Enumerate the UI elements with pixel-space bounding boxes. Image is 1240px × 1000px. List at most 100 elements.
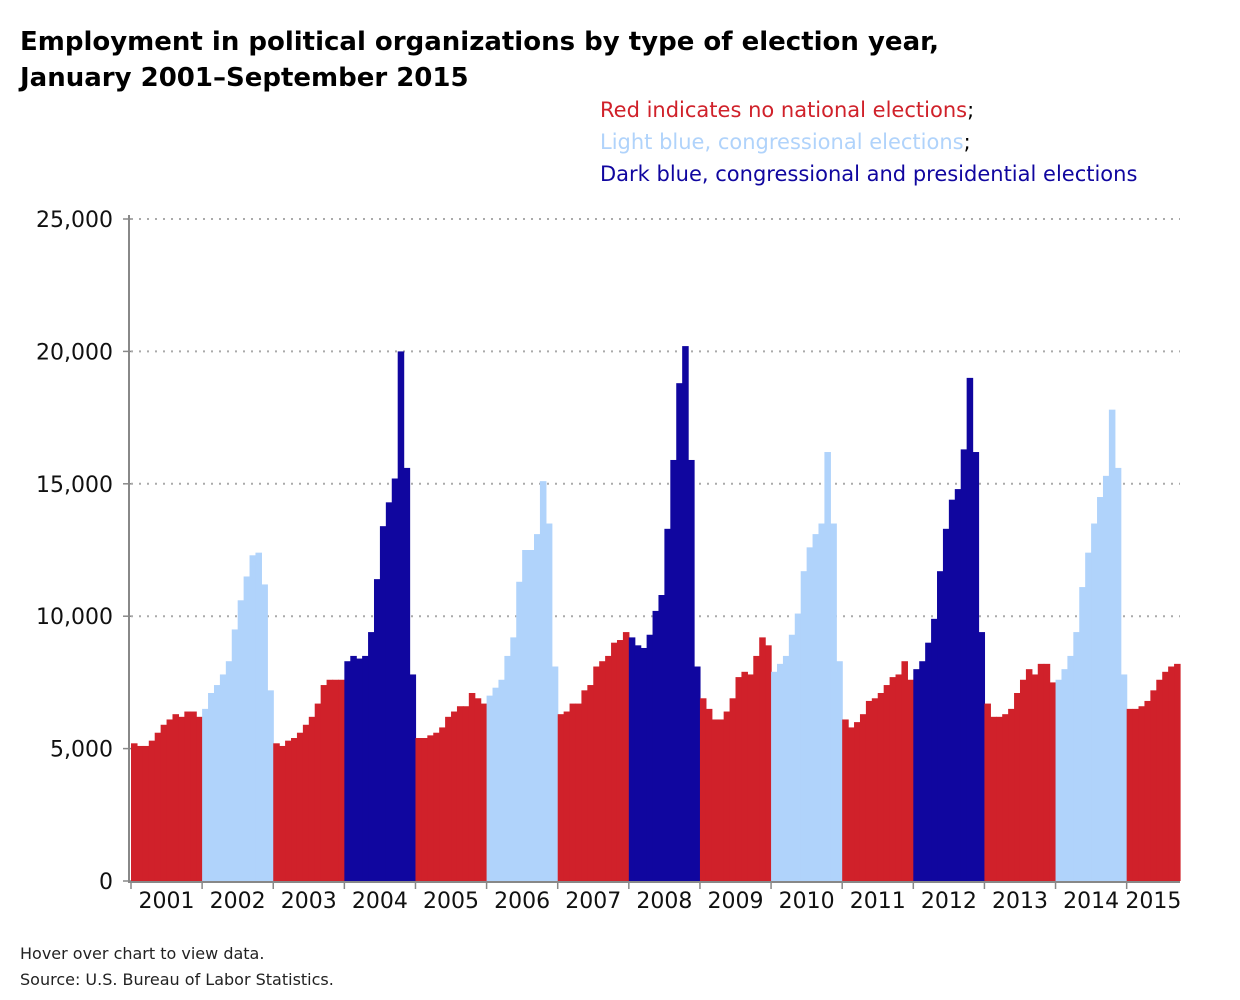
bar[interactable]	[338, 679, 345, 881]
bar[interactable]	[237, 600, 245, 881]
bar[interactable]	[871, 698, 879, 881]
bar[interactable]	[421, 738, 428, 881]
bar[interactable]	[1108, 409, 1116, 881]
bar[interactable]	[931, 618, 938, 881]
bar[interactable]	[462, 706, 470, 881]
bar[interactable]	[1049, 682, 1057, 881]
bar[interactable]	[350, 655, 357, 881]
bar[interactable]	[1150, 690, 1157, 881]
bar[interactable]	[699, 698, 707, 881]
bar[interactable]	[136, 745, 144, 881]
bar[interactable]	[1126, 708, 1134, 881]
bar[interactable]	[954, 489, 962, 881]
bar[interactable]	[682, 346, 689, 881]
bar[interactable]	[622, 632, 630, 881]
bar[interactable]	[1055, 679, 1063, 881]
bar[interactable]	[427, 735, 434, 881]
bar[interactable]	[942, 528, 950, 881]
bar[interactable]	[445, 716, 452, 881]
bar[interactable]	[539, 481, 547, 881]
bar[interactable]	[1025, 669, 1033, 881]
bar[interactable]	[996, 716, 1003, 881]
bar[interactable]	[842, 719, 849, 881]
bar[interactable]	[628, 637, 636, 881]
bar[interactable]	[972, 452, 980, 881]
bar[interactable]	[771, 671, 778, 881]
bar[interactable]	[587, 685, 594, 881]
bar[interactable]	[1043, 663, 1051, 881]
bar[interactable]	[782, 655, 790, 881]
bar[interactable]	[990, 716, 997, 881]
bar[interactable]	[818, 523, 826, 881]
bar[interactable]	[486, 695, 494, 881]
bar[interactable]	[456, 706, 464, 881]
bar[interactable]	[1120, 674, 1128, 881]
bar[interactable]	[854, 722, 861, 881]
bar[interactable]	[1168, 666, 1175, 881]
bar[interactable]	[403, 467, 411, 881]
bar[interactable]	[433, 732, 440, 881]
bar[interactable]	[243, 576, 251, 881]
bar[interactable]	[937, 571, 944, 881]
bar[interactable]	[895, 674, 903, 881]
bar[interactable]	[439, 727, 446, 881]
bar[interactable]	[1079, 587, 1086, 881]
bar[interactable]	[658, 595, 665, 881]
bar[interactable]	[368, 632, 375, 881]
bar[interactable]	[670, 459, 677, 881]
bar[interactable]	[468, 692, 476, 881]
bar[interactable]	[776, 663, 784, 881]
bar[interactable]	[1162, 671, 1169, 881]
bar[interactable]	[480, 703, 488, 881]
bar[interactable]	[208, 692, 215, 881]
bar[interactable]	[925, 642, 932, 881]
bar[interactable]	[308, 716, 316, 881]
bar[interactable]	[948, 499, 956, 881]
bar[interactable]	[1174, 663, 1181, 881]
bar[interactable]	[178, 716, 185, 881]
bar[interactable]	[901, 661, 908, 881]
bar[interactable]	[1091, 523, 1098, 881]
bar[interactable]	[1061, 669, 1068, 881]
bar[interactable]	[913, 669, 920, 881]
bar[interactable]	[1102, 475, 1110, 881]
bar[interactable]	[397, 351, 405, 881]
bar[interactable]	[320, 685, 328, 881]
bar[interactable]	[1138, 706, 1146, 881]
bar[interactable]	[717, 719, 725, 881]
bar[interactable]	[362, 655, 369, 881]
bar[interactable]	[373, 579, 381, 881]
bar[interactable]	[711, 719, 719, 881]
bar[interactable]	[326, 679, 334, 881]
bar[interactable]	[474, 698, 482, 881]
bar[interactable]	[1037, 663, 1045, 881]
bar[interactable]	[296, 732, 304, 881]
bar[interactable]	[255, 552, 262, 881]
bar[interactable]	[599, 661, 606, 881]
bar[interactable]	[747, 674, 754, 881]
bar[interactable]	[889, 677, 897, 881]
bar[interactable]	[451, 711, 458, 881]
bar[interactable]	[676, 383, 683, 881]
bar[interactable]	[184, 711, 191, 881]
bar[interactable]	[344, 661, 351, 881]
bar[interactable]	[379, 526, 387, 881]
bar[interactable]	[1097, 497, 1104, 881]
bar[interactable]	[806, 547, 814, 881]
bar[interactable]	[261, 584, 268, 881]
bar[interactable]	[765, 645, 772, 881]
bar[interactable]	[190, 711, 197, 881]
bar[interactable]	[919, 661, 926, 881]
bar[interactable]	[569, 703, 577, 881]
bar[interactable]	[824, 452, 831, 881]
bar[interactable]	[830, 523, 837, 881]
bar[interactable]	[249, 555, 257, 881]
bar[interactable]	[516, 581, 523, 881]
bar[interactable]	[605, 655, 612, 881]
bar[interactable]	[1085, 552, 1092, 881]
bar[interactable]	[694, 666, 701, 881]
bar[interactable]	[1156, 679, 1163, 881]
bar[interactable]	[1019, 679, 1027, 881]
bar[interactable]	[510, 637, 517, 881]
bar[interactable]	[557, 714, 565, 881]
